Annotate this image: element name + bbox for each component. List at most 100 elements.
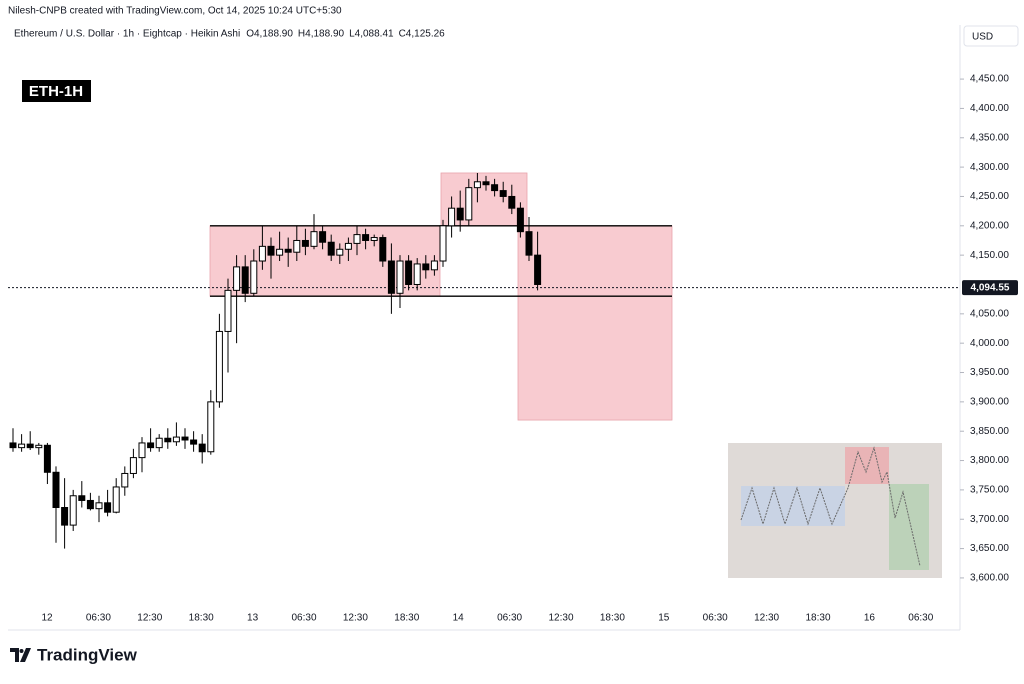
inset-range <box>741 486 845 526</box>
currency: USD <box>972 32 993 43</box>
candle-body <box>112 486 120 513</box>
y-tick-label: 4,000.00 <box>970 338 1009 349</box>
candle-body <box>379 237 387 262</box>
y-tick-label: 3,900.00 <box>970 397 1009 408</box>
candle-body <box>35 444 43 449</box>
ohlc-legend: Ethereum / U.S. Dollar · 1h · Eightcap ·… <box>14 29 445 40</box>
candle-body <box>465 187 473 221</box>
badge: ETH-1H <box>29 83 83 100</box>
candle-body <box>129 457 137 474</box>
x-tick-label: 15 <box>658 613 670 624</box>
chart-title: Ethereum / U.S. Dollar · 1h · Eightcap ·… <box>14 29 240 40</box>
candle-body <box>121 472 129 488</box>
inset-target <box>889 484 929 570</box>
candle-body <box>293 239 301 253</box>
candle-body <box>430 260 438 271</box>
candle-body <box>422 263 430 271</box>
candle-body <box>267 245 275 256</box>
inset-thumbnail <box>728 443 942 578</box>
inset-top <box>845 447 889 484</box>
brand: TradingView <box>10 645 138 664</box>
ohlc-value: C4,125.26 <box>399 29 446 40</box>
brand-name: TradingView <box>37 645 138 664</box>
brand-logo <box>10 648 31 662</box>
candle-body <box>86 499 94 510</box>
currency-box <box>963 25 1019 47</box>
candle-body <box>516 207 524 233</box>
candle-body <box>319 231 327 243</box>
last-price-tag <box>962 280 1018 296</box>
candle-body <box>52 471 60 509</box>
brand-logo-dot <box>19 649 24 653</box>
y-tick-label: 4,450.00 <box>970 74 1009 85</box>
candle-body <box>172 436 180 443</box>
candle-body <box>190 439 198 445</box>
candle-body <box>491 184 499 192</box>
ohlc-value: H4,188.90 <box>298 29 345 40</box>
y-tick-label: 4,200.00 <box>970 220 1009 231</box>
y-tick-label: 3,850.00 <box>970 426 1009 437</box>
attribution: Nilesh-CNPB created with TradingView.com… <box>8 6 342 17</box>
y-tick-label: 3,700.00 <box>970 514 1009 525</box>
candle-body <box>284 248 292 253</box>
candle-body <box>104 502 112 513</box>
candle-body <box>473 181 481 189</box>
candle-body <box>499 190 507 197</box>
candle-body <box>61 507 69 526</box>
candle-body <box>18 443 26 449</box>
y-tick-label: 4,350.00 <box>970 132 1009 143</box>
candle-body <box>224 289 232 332</box>
candle-body <box>336 248 344 256</box>
x-tick-label: 06:30 <box>291 613 316 624</box>
x-tick-label: 18:30 <box>805 613 830 624</box>
candle-body <box>138 442 146 459</box>
candle-body <box>95 502 103 510</box>
candle-body <box>310 231 318 247</box>
inset-path <box>740 446 921 567</box>
y-tick-label: 3,800.00 <box>970 455 1009 466</box>
ohlc-value: O4,188.90 <box>246 29 293 40</box>
candle-body <box>387 260 395 294</box>
x-tick-label: 12 <box>41 613 53 624</box>
y-tick-label: 3,650.00 <box>970 543 1009 554</box>
candle-body <box>43 444 51 473</box>
candle-body <box>344 242 352 250</box>
candle-body <box>405 260 413 285</box>
badge-bg <box>22 80 91 102</box>
candle-body <box>439 225 447 262</box>
candle-body <box>241 266 249 294</box>
candle-body <box>207 401 215 453</box>
y-tick-label: 4,150.00 <box>970 250 1009 261</box>
x-tick-label: 12:30 <box>343 613 368 624</box>
candle-body <box>362 234 370 241</box>
zone <box>517 225 673 421</box>
candle-body <box>69 495 77 526</box>
candle-body <box>233 266 241 291</box>
y-tick-label: 3,750.00 <box>970 485 1009 496</box>
candle-body <box>250 260 258 294</box>
candle-body <box>198 443 206 453</box>
x-tick-label: 16 <box>864 613 876 624</box>
candle-body <box>215 330 223 403</box>
y-tick-label: 3,950.00 <box>970 367 1009 378</box>
candle-body <box>525 231 533 256</box>
x-tick-label: 06:30 <box>86 613 111 624</box>
candle-body <box>353 234 361 244</box>
x-tick-label: 06:30 <box>908 613 933 624</box>
candle-body <box>26 443 34 449</box>
x-tick-label: 18:30 <box>600 613 625 624</box>
y-tick-label: 4,050.00 <box>970 308 1009 319</box>
x-tick-label: 18:30 <box>394 613 419 624</box>
y-tick-label: 4,250.00 <box>970 191 1009 202</box>
candle-body <box>164 437 172 443</box>
candle-body <box>508 195 516 209</box>
candle-body <box>482 181 490 186</box>
y-tick-label: 4,400.00 <box>970 103 1009 114</box>
y-tick-label: 4,300.00 <box>970 162 1009 173</box>
candle-body <box>78 495 86 501</box>
candle-body <box>327 241 335 256</box>
candle-body <box>155 437 163 449</box>
last-price-label: 4,094.55 <box>971 282 1010 293</box>
candle-body <box>147 442 155 449</box>
